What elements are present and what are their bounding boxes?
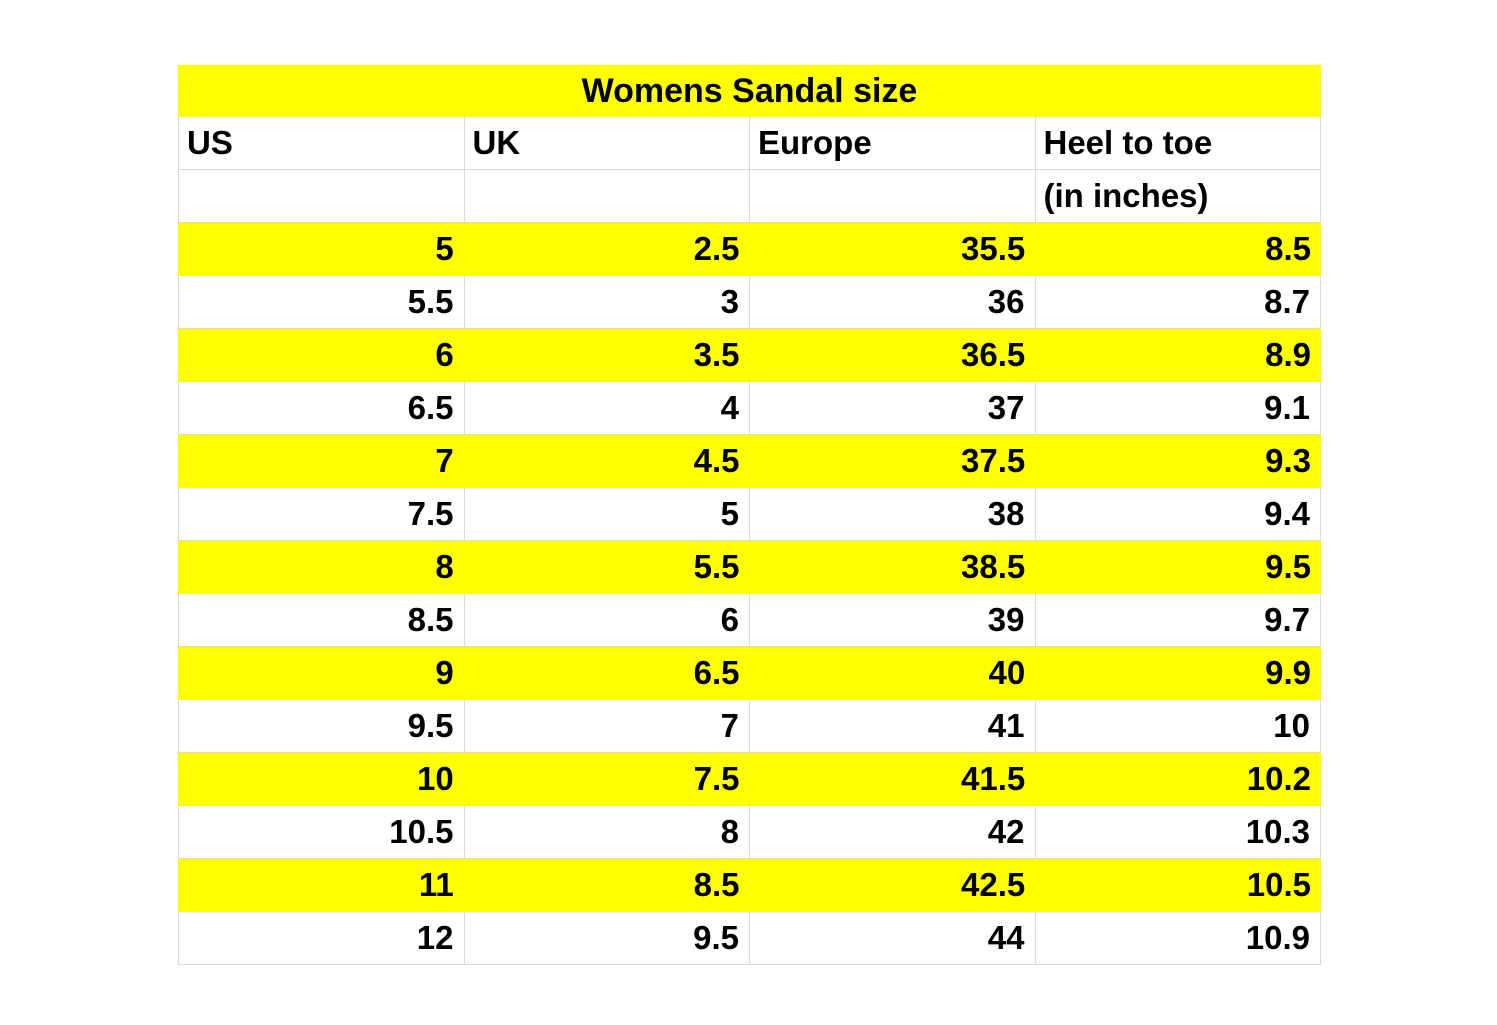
table-cell-heel-to-toe: 9.7 bbox=[1036, 594, 1321, 646]
table-cell-us: 12 bbox=[179, 912, 465, 964]
table-cell-uk: 9.5 bbox=[465, 912, 750, 964]
table-row: 10 7.5 41.5 10.2 bbox=[178, 753, 1321, 806]
table-cell-heel-to-toe: 10.5 bbox=[1246, 866, 1311, 903]
table-row: 7.5 5 38 9.4 bbox=[178, 488, 1321, 541]
table-cell-heel-to-toe: 9.9 bbox=[1265, 654, 1311, 691]
table-row: 5.5 3 36 8.7 bbox=[178, 276, 1321, 329]
table-cell-us: 8 bbox=[435, 548, 454, 585]
table-cell-heel-to-toe: 9.5 bbox=[1265, 548, 1311, 585]
table-cell-europe: 36 bbox=[750, 276, 1036, 328]
column-header-us: US bbox=[179, 117, 465, 169]
column-header-europe: Europe bbox=[750, 117, 1036, 169]
table-cell-uk: 8 bbox=[465, 806, 750, 858]
table-cell-uk: 5.5 bbox=[693, 548, 740, 585]
table-cell-us: 7.5 bbox=[179, 488, 465, 540]
table-row: 7 4.5 37.5 9.3 bbox=[178, 435, 1321, 488]
table-cell-europe: 36.5 bbox=[961, 336, 1026, 373]
table-cell-us: 6 bbox=[435, 336, 454, 373]
column-subheader-inches: (in inches) bbox=[1036, 170, 1321, 222]
column-header-row: US UK Europe Heel to toe bbox=[178, 117, 1321, 170]
table-cell-heel-to-toe: 10.9 bbox=[1036, 912, 1321, 964]
table-row: 6 3.5 36.5 8.9 bbox=[178, 329, 1321, 382]
table-cell-heel-to-toe: 9.4 bbox=[1036, 488, 1321, 540]
table-cell-heel-to-toe: 9.3 bbox=[1265, 442, 1311, 479]
column-header-heel-to-toe: Heel to toe bbox=[1036, 117, 1321, 169]
table-row: 9.5 7 41 10 bbox=[178, 700, 1321, 753]
table-cell-uk: 7 bbox=[465, 700, 750, 752]
table-cell-heel-to-toe: 8.5 bbox=[1265, 230, 1311, 267]
table-row: 6.5 4 37 9.1 bbox=[178, 382, 1321, 435]
table-row: 8 5.5 38.5 9.5 bbox=[178, 541, 1321, 594]
table-cell-uk: 3 bbox=[465, 276, 750, 328]
table-cell-uk: 4 bbox=[465, 382, 750, 434]
size-chart-table: Womens Sandal size US UK Europe Heel to … bbox=[178, 65, 1321, 965]
table-row: 5 2.5 35.5 8.5 bbox=[178, 223, 1321, 276]
table-cell-us: 10.5 bbox=[179, 806, 465, 858]
table-cell-europe: 38.5 bbox=[961, 548, 1026, 585]
table-cell-europe: 42.5 bbox=[961, 866, 1026, 903]
table-cell-us: 10 bbox=[417, 760, 454, 797]
table-row: 11 8.5 42.5 10.5 bbox=[178, 859, 1321, 912]
table-cell-heel-to-toe: 10.3 bbox=[1036, 806, 1321, 858]
table-row: 9 6.5 40 9.9 bbox=[178, 647, 1321, 700]
table-cell-uk: 2.5 bbox=[693, 230, 740, 267]
table-title: Womens Sandal size bbox=[581, 72, 918, 110]
table-cell-europe: 37.5 bbox=[961, 442, 1026, 479]
table-cell-us: 9 bbox=[435, 654, 454, 691]
table-cell-uk: 6.5 bbox=[693, 654, 740, 691]
table-cell-uk: 8.5 bbox=[693, 866, 740, 903]
table-cell-heel-to-toe: 10 bbox=[1036, 700, 1321, 752]
table-row: 10.5 8 42 10.3 bbox=[178, 806, 1321, 859]
table-cell-europe: 40 bbox=[988, 654, 1026, 691]
column-subheader-row: (in inches) bbox=[178, 170, 1321, 223]
table-body: 5 2.5 35.5 8.5 5.5 3 36 8.7 6 3.5 36.5 8.9 6.5 4 37 9.1… bbox=[178, 223, 1321, 965]
table-row: 8.5 6 39 9.7 bbox=[178, 594, 1321, 647]
table-cell-europe: 37 bbox=[750, 382, 1036, 434]
table-cell-heel-to-toe: 8.9 bbox=[1265, 336, 1311, 373]
table-cell-us: 8.5 bbox=[179, 594, 465, 646]
table-cell-europe: 42 bbox=[750, 806, 1036, 858]
table-row: 12 9.5 44 10.9 bbox=[178, 912, 1321, 965]
table-cell-europe: 39 bbox=[750, 594, 1036, 646]
column-header-uk: UK bbox=[465, 117, 750, 169]
table-cell-uk: 7.5 bbox=[693, 760, 740, 797]
table-cell-us: 5 bbox=[435, 230, 454, 267]
table-cell-uk: 5 bbox=[465, 488, 750, 540]
table-cell-europe: 41.5 bbox=[961, 760, 1026, 797]
empty-cell bbox=[179, 170, 465, 222]
table-cell-us: 6.5 bbox=[179, 382, 465, 434]
table-cell-heel-to-toe: 8.7 bbox=[1036, 276, 1321, 328]
table-cell-europe: 41 bbox=[750, 700, 1036, 752]
table-cell-us: 5.5 bbox=[179, 276, 465, 328]
table-cell-heel-to-toe: 10.2 bbox=[1246, 760, 1311, 797]
table-cell-heel-to-toe: 9.1 bbox=[1036, 382, 1321, 434]
table-cell-europe: 44 bbox=[750, 912, 1036, 964]
empty-cell bbox=[465, 170, 750, 222]
table-cell-us: 9.5 bbox=[179, 700, 465, 752]
table-cell-us: 7 bbox=[435, 442, 454, 479]
empty-cell bbox=[750, 170, 1036, 222]
table-cell-europe: 35.5 bbox=[961, 230, 1026, 267]
table-cell-uk: 6 bbox=[465, 594, 750, 646]
table-title-row: Womens Sandal size bbox=[178, 65, 1321, 117]
table-cell-uk: 3.5 bbox=[693, 336, 740, 373]
table-cell-us: 11 bbox=[418, 866, 454, 903]
table-cell-europe: 38 bbox=[750, 488, 1036, 540]
table-cell-uk: 4.5 bbox=[693, 442, 740, 479]
